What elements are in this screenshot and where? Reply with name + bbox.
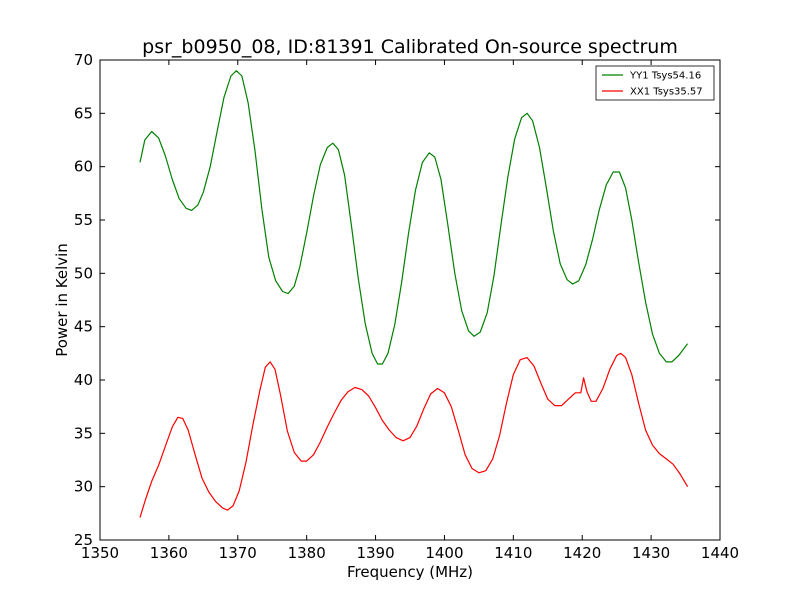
y-tick-label: 50 [74,264,93,282]
x-tick-label: 1380 [288,544,326,562]
x-tick-label: 1420 [563,544,601,562]
chart-title: psr_b0950_08, ID:81391 Calibrated On-sou… [142,36,678,58]
x-tick-label: 1390 [356,544,394,562]
x-tick-label: 1350 [81,544,119,562]
y-axis-label: Power in Kelvin [53,243,71,357]
y-tick-label: 25 [74,531,93,549]
legend-label-yy1: YY1 Tsys54.16 [629,71,701,82]
plot-frame [99,59,721,541]
x-tick-label: 1410 [494,544,532,562]
y-tick-label: 70 [74,51,93,69]
series-layer [139,70,689,518]
x-tick-label: 1430 [632,544,670,562]
y-tick-label: 60 [74,158,93,176]
legend-box [595,65,715,101]
x-tick-label: 1440 [701,544,739,562]
y-tick-label: 30 [74,478,93,496]
y-tick-label: 40 [74,371,93,389]
legend: YY1 Tsys54.16 XX1 Tsys35.57 [595,65,715,101]
x-tick-label: 1370 [219,544,257,562]
y-tick-label: 65 [74,104,93,122]
x-axis-label: Frequency (MHz) [347,563,473,581]
y-tick-label: 45 [74,318,93,336]
series-line-yy1 [139,70,689,365]
legend-label-xx1: XX1 Tsys35.57 [630,87,703,98]
x-tick-label: 1360 [150,544,188,562]
x-tick-label: 1400 [425,544,463,562]
series-line-xx1 [139,352,689,518]
ticks-layer: 1350 1360 1370 1380 1390 1400 1410 1420 1430 1440… [74,51,739,562]
y-tick-label: 35 [74,424,93,442]
y-tick-label: 55 [74,211,93,229]
